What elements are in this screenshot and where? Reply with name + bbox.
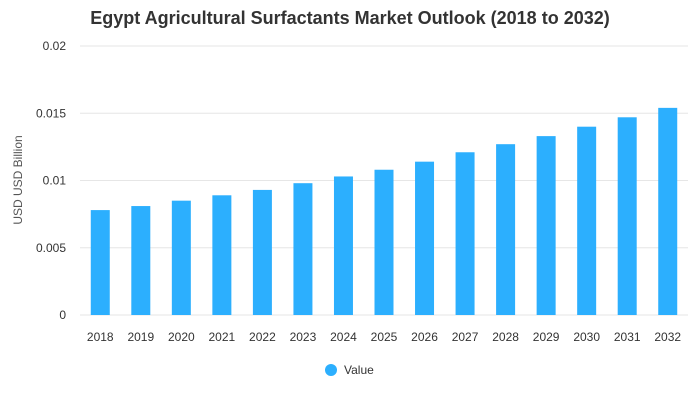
x-tick-label: 2020 bbox=[168, 330, 195, 344]
bar-2026[interactable] bbox=[415, 161, 435, 315]
x-tick-label: 2019 bbox=[127, 330, 154, 344]
x-tick-label: 2026 bbox=[411, 330, 438, 344]
y-tick-label: 0 bbox=[59, 308, 66, 322]
x-tick-label: 2024 bbox=[330, 330, 357, 344]
legend-swatch-value[interactable] bbox=[325, 364, 337, 376]
y-axis-ticks: 0 0.005 0.01 0.015 0.02 bbox=[36, 39, 66, 322]
bar-2032[interactable] bbox=[658, 107, 678, 316]
x-tick-label: 2028 bbox=[492, 330, 519, 344]
x-tick-label: 2027 bbox=[452, 330, 479, 344]
bar-2030[interactable] bbox=[577, 126, 597, 315]
y-tick-label: 0.005 bbox=[36, 241, 66, 255]
bars bbox=[90, 107, 678, 316]
x-tick-label: 2018 bbox=[87, 330, 114, 344]
bar-2031[interactable] bbox=[617, 117, 637, 315]
bar-2019[interactable] bbox=[131, 206, 151, 315]
x-tick-label: 2031 bbox=[614, 330, 641, 344]
bar-2024[interactable] bbox=[333, 176, 353, 315]
x-tick-label: 2023 bbox=[290, 330, 317, 344]
bar-2029[interactable] bbox=[536, 136, 556, 315]
y-tick-label: 0.015 bbox=[36, 106, 66, 120]
y-axis-label: USD USD Billion bbox=[11, 135, 25, 224]
legend-label-value[interactable]: Value bbox=[344, 363, 374, 377]
legend[interactable]: Value bbox=[325, 363, 374, 377]
bar-2022[interactable] bbox=[252, 189, 272, 315]
x-tick-label: 2022 bbox=[249, 330, 276, 344]
x-tick-label: 2029 bbox=[533, 330, 560, 344]
chart-title: Egypt Agricultural Surfactants Market Ou… bbox=[90, 8, 610, 28]
x-tick-label: 2032 bbox=[654, 330, 681, 344]
x-tick-label: 2025 bbox=[371, 330, 398, 344]
bar-2018[interactable] bbox=[90, 210, 110, 315]
x-tick-label: 2030 bbox=[573, 330, 600, 344]
bar-2027[interactable] bbox=[455, 152, 475, 315]
y-tick-label: 0.02 bbox=[43, 39, 67, 53]
bar-2020[interactable] bbox=[171, 200, 191, 315]
bar-2025[interactable] bbox=[374, 169, 394, 315]
x-axis-ticks: 2018 2019 2020 2021 2022 2023 2024 2025 2026 2027… bbox=[87, 330, 681, 344]
bar-2028[interactable] bbox=[496, 144, 516, 315]
bar-2021[interactable] bbox=[212, 195, 232, 315]
x-tick-label: 2021 bbox=[209, 330, 236, 344]
bar-2023[interactable] bbox=[293, 183, 313, 315]
y-tick-label: 0.01 bbox=[43, 174, 67, 188]
